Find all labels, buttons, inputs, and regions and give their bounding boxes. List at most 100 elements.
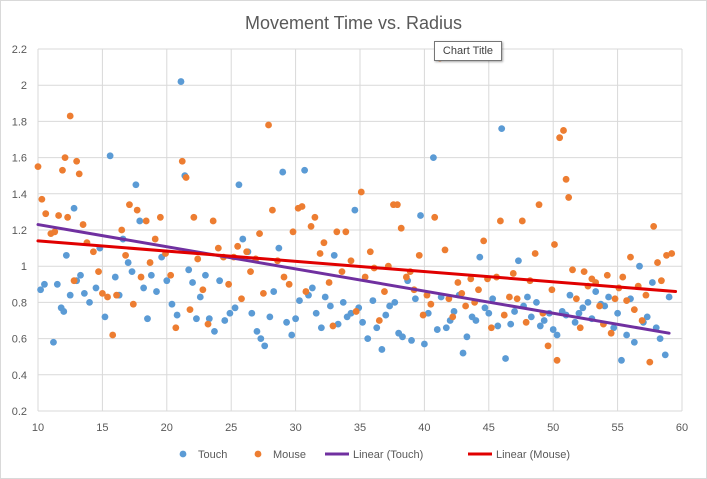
touch-point[interactable] <box>378 346 386 353</box>
mouse-point[interactable] <box>182 174 190 181</box>
mouse-point[interactable] <box>522 318 530 326</box>
touch-point[interactable] <box>656 335 664 342</box>
touch-point[interactable] <box>239 235 247 243</box>
touch-point[interactable] <box>136 217 144 225</box>
mouse-point[interactable] <box>402 273 410 281</box>
touch-point[interactable] <box>450 308 458 315</box>
mouse-point[interactable] <box>38 195 46 203</box>
mouse-point[interactable] <box>603 271 611 279</box>
mouse-point[interactable] <box>646 358 654 366</box>
series-mouse[interactable] <box>34 54 676 366</box>
mouse-point[interactable] <box>225 280 233 288</box>
touch-point[interactable] <box>553 331 561 339</box>
touch-point[interactable] <box>610 324 618 332</box>
touch-point[interactable] <box>92 284 100 292</box>
mouse-point[interactable] <box>576 324 584 332</box>
mouse-point[interactable] <box>480 237 488 245</box>
touch-point[interactable] <box>524 293 531 301</box>
mouse-point[interactable] <box>238 295 245 303</box>
mouse-point[interactable] <box>467 275 475 283</box>
touch-point[interactable] <box>386 302 394 310</box>
mouse-point[interactable] <box>178 157 186 165</box>
mouse-point[interactable] <box>34 163 42 171</box>
touch-point[interactable] <box>308 284 316 292</box>
mouse-point[interactable] <box>654 259 661 266</box>
mouse-point[interactable] <box>234 242 242 250</box>
touch-point[interactable] <box>66 291 74 299</box>
mouse-point[interactable] <box>133 206 141 214</box>
mouse-point[interactable] <box>381 288 388 295</box>
touch-point[interactable] <box>373 324 381 332</box>
legend[interactable]: Touch Mouse Linear (Touch) Linear (Mouse) <box>179 449 570 461</box>
touch-point[interactable] <box>601 302 609 310</box>
touch-point[interactable] <box>417 212 424 219</box>
touch-point[interactable] <box>211 327 218 335</box>
mouse-point[interactable] <box>75 170 83 178</box>
mouse-point[interactable] <box>551 241 558 248</box>
touch-point[interactable] <box>515 257 522 265</box>
mouse-point[interactable] <box>531 250 539 257</box>
touch-point[interactable] <box>50 338 57 346</box>
mouse-point[interactable] <box>506 293 513 301</box>
mouse-point[interactable] <box>190 213 198 221</box>
mouse-point[interactable] <box>565 194 573 201</box>
touch-point[interactable] <box>205 315 213 323</box>
touch-point[interactable] <box>185 266 193 274</box>
mouse-point[interactable] <box>113 291 120 299</box>
mouse-point[interactable] <box>66 112 74 120</box>
touch-point[interactable] <box>369 297 377 304</box>
mouse-point[interactable] <box>513 295 521 303</box>
touch-point[interactable] <box>630 338 638 346</box>
mouse-point[interactable] <box>393 201 401 209</box>
touch-point[interactable] <box>618 356 625 364</box>
touch-point[interactable] <box>575 309 583 317</box>
mouse-point[interactable] <box>663 251 670 259</box>
mouse-point[interactable] <box>347 257 355 265</box>
touch-point[interactable] <box>502 355 509 362</box>
mouse-point[interactable] <box>167 271 175 279</box>
touch-point[interactable] <box>292 315 299 323</box>
mouse-point[interactable] <box>129 300 137 308</box>
touch-point[interactable] <box>283 318 290 326</box>
mouse-point[interactable] <box>70 277 78 285</box>
touch-point[interactable] <box>605 293 612 301</box>
touch-point[interactable] <box>476 253 484 261</box>
mouse-point[interactable] <box>553 356 561 364</box>
mouse-point[interactable] <box>298 203 306 210</box>
mouse-point[interactable] <box>142 217 150 225</box>
touch-point[interactable] <box>347 309 355 317</box>
touch-point[interactable] <box>253 327 261 335</box>
y-axis[interactable]: 0.2 0.4 0.6 0.8 1 1.2 1.4 1.6 1.8 2 2.2 <box>12 44 27 418</box>
mouse-point[interactable] <box>42 210 50 218</box>
mouse-point[interactable] <box>560 127 567 134</box>
touch-point[interactable] <box>144 315 151 323</box>
touch-point[interactable] <box>579 304 587 312</box>
touch-point[interactable] <box>317 324 325 332</box>
mouse-point[interactable] <box>118 226 126 234</box>
touch-point[interactable] <box>111 273 119 281</box>
touch-point[interactable] <box>202 271 209 279</box>
touch-point[interactable] <box>231 304 239 312</box>
mouse-point[interactable] <box>99 289 106 297</box>
mouse-point[interactable] <box>109 331 117 339</box>
touch-point[interactable] <box>330 251 338 259</box>
touch-point[interactable] <box>196 293 204 301</box>
touch-point[interactable] <box>494 322 502 330</box>
touch-point[interactable] <box>279 168 287 176</box>
mouse-point[interactable] <box>619 273 627 281</box>
mouse-point[interactable] <box>311 213 319 221</box>
touch-point[interactable] <box>636 262 643 270</box>
mouse-point[interactable] <box>333 228 341 236</box>
mouse-point[interactable] <box>431 213 439 221</box>
touch-point[interactable] <box>527 313 535 321</box>
mouse-point[interactable] <box>596 302 603 310</box>
mouse-point[interactable] <box>572 295 580 303</box>
mouse-point[interactable] <box>199 286 207 294</box>
mouse-point[interactable] <box>562 175 570 183</box>
mouse-point[interactable] <box>556 134 564 142</box>
mouse-point[interactable] <box>325 279 333 286</box>
touch-point[interactable] <box>533 299 540 306</box>
mouse-point[interactable] <box>518 217 526 225</box>
linear-touch-line[interactable] <box>36 223 671 335</box>
touch-point[interactable] <box>270 288 278 295</box>
